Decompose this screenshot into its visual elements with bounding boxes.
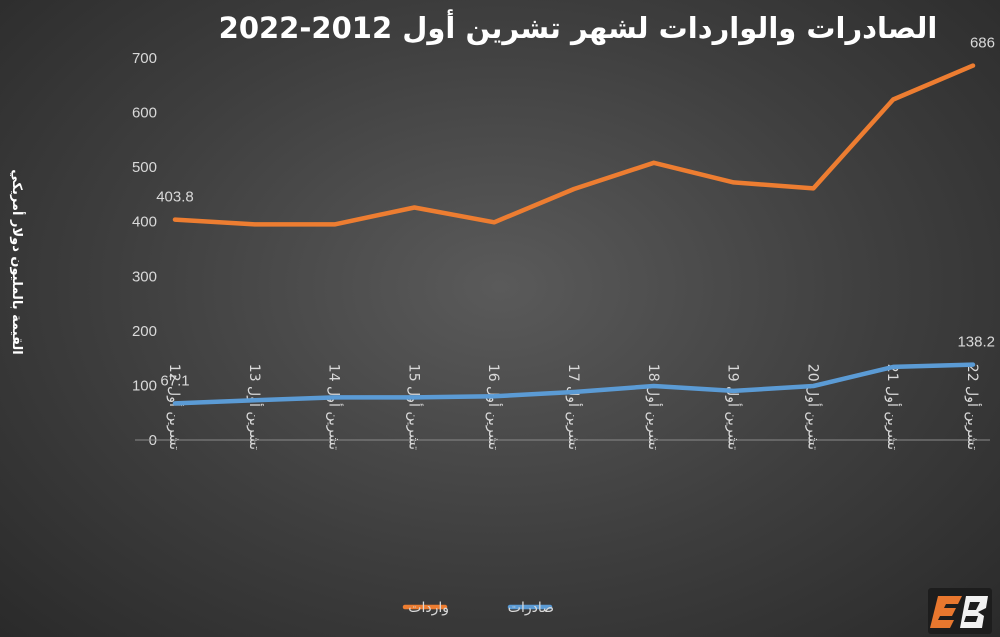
- x-tick-label: تشرين أول 18: [645, 364, 663, 450]
- x-tick-label: تشرين أول 21: [884, 364, 902, 450]
- x-tick-label: تشرين أول 17: [565, 364, 583, 450]
- series-layer: [172, 63, 976, 406]
- data-labels: 403.8 686 67.1 138.2: [156, 35, 995, 390]
- chart-title: الصادرات والواردات لشهر تشرين أول 2012-2…: [219, 9, 938, 45]
- data-point: [173, 218, 177, 222]
- data-label: 138.2: [957, 334, 995, 351]
- y-tick-label: 300: [132, 268, 157, 285]
- data-point: [412, 206, 416, 210]
- data-label: 403.8: [156, 189, 194, 206]
- x-tick-label: تشرين أول 20: [804, 364, 822, 450]
- data-point: [492, 220, 496, 224]
- x-tick-label: تشرين أول 12: [166, 364, 184, 450]
- y-tick-label: 100: [132, 377, 157, 394]
- legend: واردات صادرات: [402, 600, 554, 616]
- y-tick-label: 500: [132, 159, 157, 176]
- y-tick-label: 400: [132, 214, 157, 231]
- data-point: [891, 365, 895, 369]
- data-point: [811, 186, 815, 190]
- y-axis-label: القيمة بالمليون دولار أمريكي: [9, 169, 26, 355]
- data-point: [333, 395, 337, 399]
- x-tick-label: تشرين أول 22: [964, 364, 982, 450]
- data-label: 67.1: [160, 372, 189, 389]
- data-point: [732, 389, 736, 393]
- data-point: [971, 64, 975, 68]
- data-label: 686: [970, 35, 995, 52]
- data-point: [253, 222, 257, 226]
- logo-mark-right: [960, 596, 988, 628]
- data-point: [492, 394, 496, 398]
- data-point: [652, 161, 656, 165]
- legend-label: صادرات: [508, 600, 554, 616]
- x-tick-label: تشرين أول 14: [326, 364, 344, 450]
- data-point: [173, 401, 177, 405]
- legend-label: واردات: [408, 600, 449, 616]
- data-point: [253, 398, 257, 402]
- data-point: [412, 395, 416, 399]
- x-tick-label: تشرين أول 15: [405, 364, 423, 450]
- data-point: [572, 187, 576, 191]
- data-point: [811, 384, 815, 388]
- data-point: [732, 180, 736, 184]
- y-tick-label: 200: [132, 323, 157, 340]
- series-line-0: [172, 63, 976, 227]
- data-point: [891, 97, 895, 101]
- x-tick-label: تشرين أول 19: [725, 364, 743, 450]
- data-point: [333, 222, 337, 226]
- logo-mark-left: [930, 596, 962, 628]
- x-tick-label: تشرين أول 16: [485, 364, 503, 450]
- data-point: [652, 384, 656, 388]
- y-tick-label: 600: [132, 105, 157, 122]
- x-tick-label: تشرين أول 13: [246, 364, 264, 450]
- data-point: [572, 390, 576, 394]
- data-point: [971, 363, 975, 367]
- y-tick-label: 700: [132, 50, 157, 67]
- logo: [928, 588, 992, 634]
